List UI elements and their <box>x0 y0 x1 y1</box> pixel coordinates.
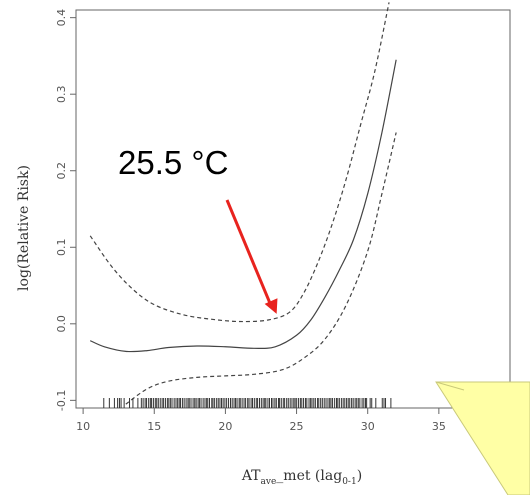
ci-line-1 <box>89 2 390 323</box>
x-axis: 10 15 20 25 30 35 <box>76 408 446 433</box>
x-label-close: ) <box>357 468 362 484</box>
y-axis: -0.1 0.0 0.1 0.2 0.3 0.4 <box>55 9 76 411</box>
x-label-main: AT <box>241 468 261 484</box>
x-label-rest: _met (lag <box>276 468 342 484</box>
x-tick-label: 30 <box>361 420 375 433</box>
x-label-sub: ave <box>261 477 277 487</box>
y-tick-label: 0.3 <box>55 85 68 103</box>
x-tick-label: 20 <box>218 420 232 433</box>
x-label-lag-sub: 0-1 <box>342 477 357 487</box>
arrow-shaft <box>225 199 273 306</box>
x-tick-label: 10 <box>76 420 90 433</box>
x-tick-label: 35 <box>432 420 446 433</box>
arrow-head <box>264 298 278 314</box>
y-tick-label: 0.2 <box>55 162 68 180</box>
rug-marks <box>103 398 392 408</box>
y-axis-label: log(Relative Risk) <box>16 165 32 291</box>
sticky-note-shape <box>435 381 530 495</box>
y-tick-label: 0.4 <box>55 9 68 27</box>
y-tick-label: 0.1 <box>55 239 68 257</box>
estimate-line <box>89 59 397 353</box>
plot-border <box>75 9 511 409</box>
ci-line-2 <box>125 132 397 405</box>
sticky-note-fold <box>435 381 465 391</box>
annotation-label: 25.5 °C <box>118 144 228 181</box>
plot-frame <box>75 9 511 409</box>
curves <box>89 2 397 405</box>
x-axis-label: ATave_met (lag0-1) <box>241 468 362 487</box>
y-tick-label: -0.1 <box>55 390 68 411</box>
annotation-arrow <box>225 199 278 314</box>
x-tick-label: 25 <box>290 420 304 433</box>
x-tick-label: 15 <box>147 420 161 433</box>
y-tick-label: 0.0 <box>55 315 68 333</box>
